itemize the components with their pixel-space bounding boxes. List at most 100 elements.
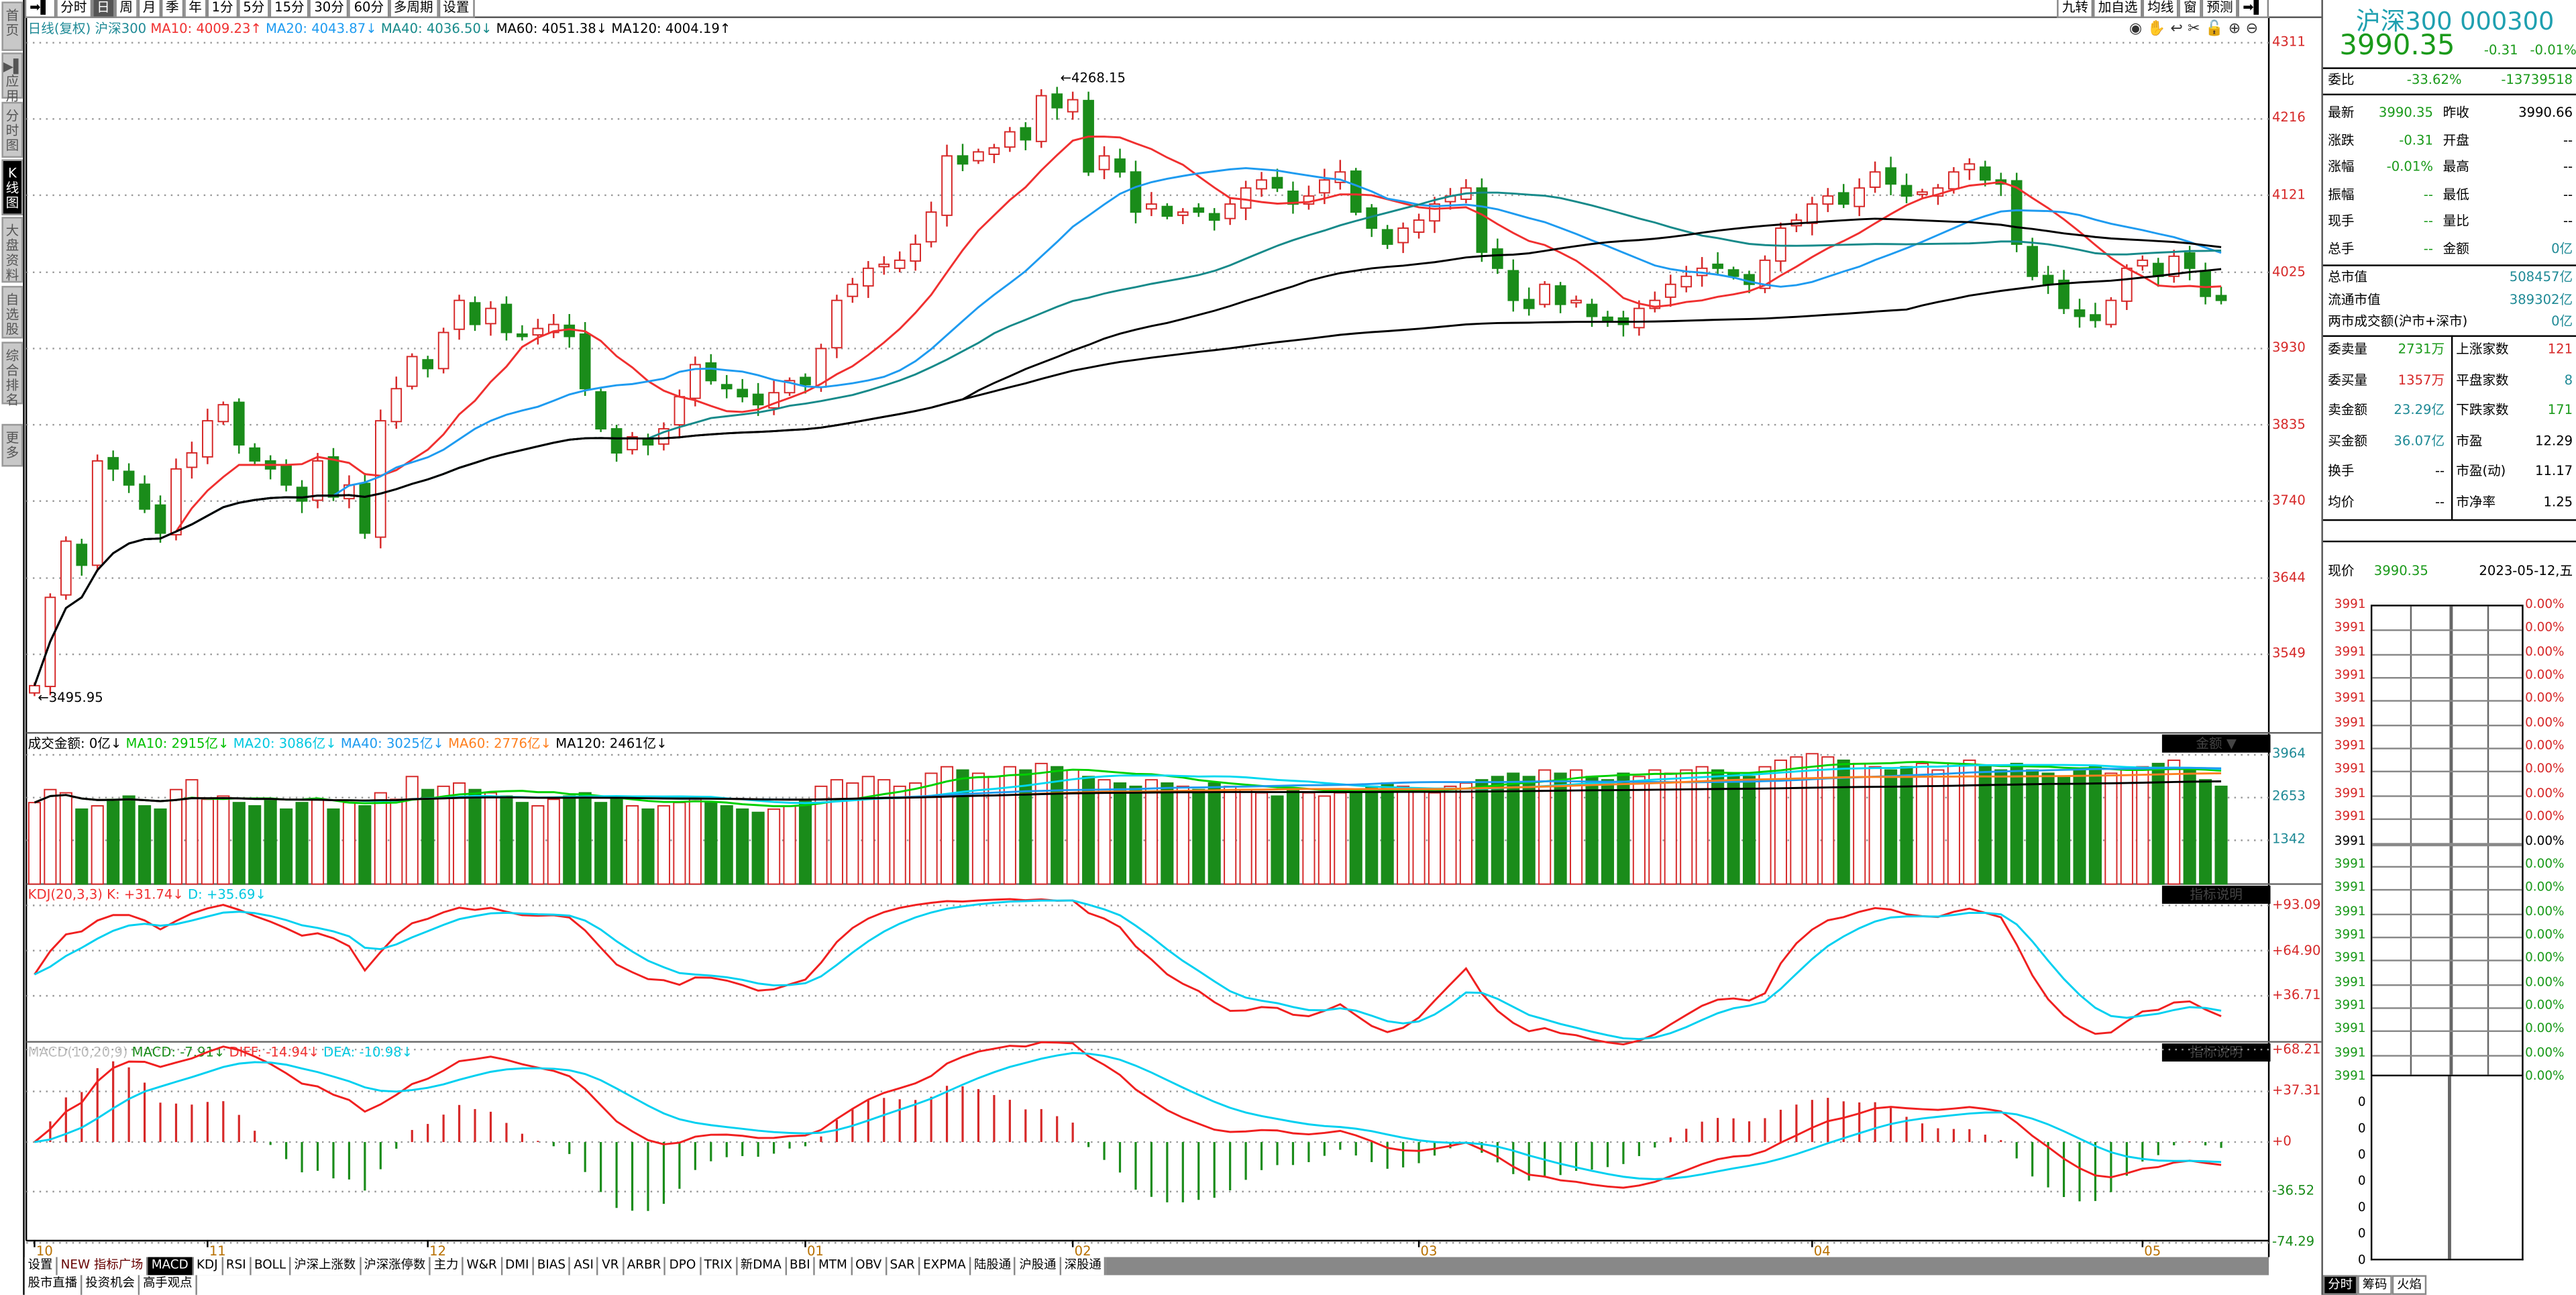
indicator-tab-7[interactable]: 沪深涨停数 — [360, 1257, 431, 1276]
indicator-tab-0[interactable]: 设置 — [24, 1257, 58, 1276]
indicator-tab-13[interactable]: VR — [598, 1257, 624, 1276]
indicator-tab-4[interactable]: RSI — [222, 1257, 252, 1276]
candle — [2215, 287, 2227, 305]
sidebar-tab-3[interactable]: K线图 — [1, 159, 23, 215]
sidebar-tab-0[interactable]: 首页 — [1, 1, 23, 51]
intraday-mini-chart[interactable] — [2370, 605, 2524, 1077]
period-tab-1[interactable]: 日 — [91, 0, 115, 18]
indicator-tab-25[interactable]: 深股通 — [1061, 1257, 1107, 1276]
indicator-tab-11[interactable]: BIAS — [533, 1257, 571, 1276]
expand-right-icon[interactable]: ➡▌ — [2237, 0, 2269, 18]
volume-bar — [1963, 760, 1976, 885]
volume-bar — [1066, 769, 1079, 885]
news-tab-1[interactable]: 投资机会 — [82, 1275, 140, 1295]
period-tab-0[interactable]: 分时 — [55, 0, 92, 18]
toolbar-right-2[interactable]: 均线 — [2142, 0, 2179, 18]
indicator-tab-14[interactable]: ARBR — [623, 1257, 666, 1276]
indicator-tab-21[interactable]: SAR — [886, 1257, 920, 1276]
toolbar-right-3[interactable]: 窗 — [2178, 0, 2202, 18]
indicator-tab-12[interactable]: ASI — [570, 1257, 599, 1276]
indicator-tab-19[interactable]: MTM — [815, 1257, 853, 1276]
volume-bar — [91, 805, 104, 885]
sidebar-tab-5[interactable]: 自选股 — [1, 286, 23, 339]
sidebar-tab-4[interactable]: 大盘资料 — [1, 217, 23, 283]
indicator-tab-15[interactable]: DPO — [665, 1257, 701, 1276]
indicator-tab-16[interactable]: TRIX — [700, 1257, 737, 1276]
period-tab-4[interactable]: 季 — [160, 0, 184, 18]
volume-bar — [1051, 766, 1064, 885]
indicator-tab-22[interactable]: EXPMA — [920, 1257, 971, 1276]
period-tab-8[interactable]: 15分 — [269, 0, 309, 18]
period-tab-6[interactable]: 1分 — [207, 0, 238, 18]
period-tab-2[interactable]: 周 — [115, 0, 138, 18]
indicator-tab-18[interactable]: BBI — [786, 1257, 816, 1276]
mini-pct-label: 0.00% — [2525, 667, 2565, 682]
volume-bar — [2120, 769, 2133, 885]
value: -0.01% — [2386, 159, 2433, 174]
lock-icon[interactable]: 🔓 — [2204, 21, 2229, 38]
volume-bar — [280, 808, 293, 885]
mini-price-label: 0 — [2357, 1199, 2366, 1214]
candle — [1964, 158, 1976, 180]
toolbar-right-4[interactable]: 预测 — [2202, 0, 2238, 18]
macd-help-button[interactable]: 指标说明 — [2161, 1043, 2271, 1062]
value: 3990.35 — [2373, 564, 2428, 579]
indicator-tab-20[interactable]: OBV — [852, 1257, 887, 1276]
sidebar-tab-6[interactable]: 综合排名 — [1, 342, 23, 407]
indicator-tab-3[interactable]: KDJ — [193, 1257, 223, 1276]
toolbar-right-1[interactable]: 加自选 — [2093, 0, 2143, 18]
volume-bar — [704, 802, 718, 885]
indicator-tab-10[interactable]: DMI — [502, 1257, 534, 1276]
period-tab-9[interactable]: 30分 — [309, 0, 350, 18]
mini-price-label: 0 — [2357, 1225, 2366, 1241]
indicator-tab-1[interactable]: NEW 指标广场 — [57, 1257, 148, 1276]
eye-icon[interactable]: ◉ — [2129, 21, 2147, 38]
kdj-help-button[interactable]: 指标说明 — [2161, 886, 2271, 904]
candle — [2105, 297, 2117, 328]
undo-icon[interactable]: ↩ — [2170, 21, 2188, 38]
value: 0亿 — [2551, 240, 2573, 256]
indicator-tab-23[interactable]: 陆股通 — [971, 1257, 1016, 1276]
indicator-tab-8[interactable]: 主力 — [430, 1257, 464, 1276]
sidebar-tab-1[interactable]: ▶▌应用 — [1, 52, 23, 103]
scissors-icon[interactable]: ✂ — [2188, 21, 2205, 38]
period-tab-3[interactable]: 月 — [138, 0, 161, 18]
period-tab-12[interactable]: 设置 — [437, 0, 474, 18]
indicator-tab-9[interactable]: W&R — [463, 1257, 502, 1276]
candle — [1570, 295, 1582, 308]
axis-tick-label: 3549 — [2271, 645, 2306, 661]
period-tab-7[interactable]: 5分 — [237, 0, 270, 18]
value: 最新 — [2328, 105, 2355, 120]
candle — [1979, 160, 1991, 187]
candle — [517, 325, 528, 341]
candle — [1869, 161, 1881, 193]
panel-tab-0[interactable]: 分时 — [2322, 1275, 2358, 1295]
volume-bar — [736, 808, 749, 885]
hand-icon[interactable]: ✋ — [2147, 21, 2171, 38]
candle — [485, 301, 496, 336]
zoom-out-icon[interactable]: ⊖ — [2245, 21, 2263, 38]
zoom-in-icon[interactable]: ⊕ — [2228, 21, 2246, 38]
news-tab-2[interactable]: 高手观点 — [140, 1275, 197, 1295]
volume-bar — [2151, 762, 2165, 885]
sidebar-tab-7[interactable]: 更多 — [1, 423, 23, 467]
indicator-tab-2[interactable]: MACD — [148, 1257, 194, 1276]
toolbar-right-0[interactable]: 九转 — [2057, 0, 2094, 18]
period-tab-10[interactable]: 60分 — [349, 0, 389, 18]
indicator-tab-17[interactable]: 新DMA — [737, 1257, 787, 1276]
panel-tab-2[interactable]: 火焰 — [2392, 1275, 2427, 1295]
indicator-tab-24[interactable]: 沪股通 — [1016, 1257, 1061, 1276]
candle — [831, 295, 843, 358]
kline-chart[interactable]: 10 11 12 01 02 03 04 05 ←4268.15 ←3495.95 — [0, 0, 2322, 1259]
news-tab-0[interactable]: 股市直播 — [24, 1275, 83, 1295]
volume-type-select[interactable]: 金额 ▼ — [2161, 734, 2271, 753]
panel-tab-1[interactable]: 筹码 — [2357, 1275, 2392, 1295]
indicator-tab-6[interactable]: 沪深上涨数 — [290, 1257, 361, 1276]
period-tab-5[interactable]: 年 — [183, 0, 207, 18]
collapse-icon[interactable]: ➡▌ — [24, 0, 56, 18]
period-tab-11[interactable]: 多周期 — [388, 0, 438, 18]
indicator-tab-5[interactable]: BOLL — [251, 1257, 291, 1276]
candle — [579, 321, 591, 397]
volume-bar — [1884, 769, 1898, 885]
sidebar-tab-2[interactable]: 分时图 — [1, 101, 23, 158]
